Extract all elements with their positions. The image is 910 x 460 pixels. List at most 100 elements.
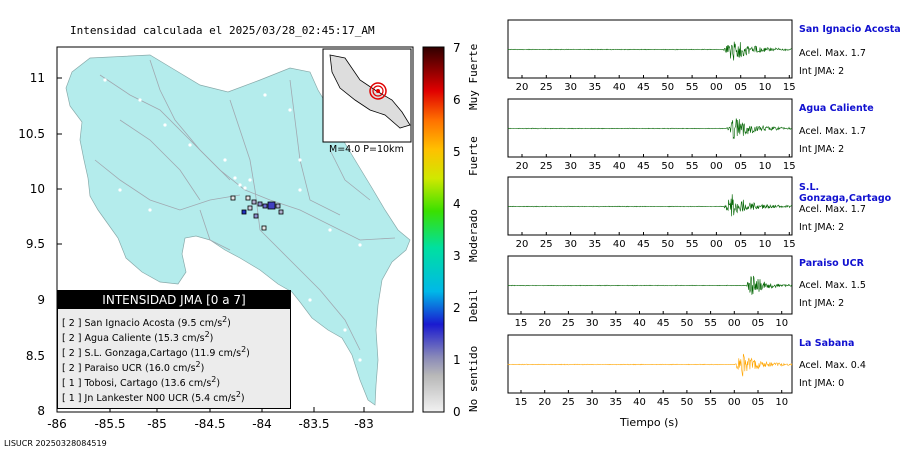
seismogram-panel: 15 20 25 30 35 40 45 50 55 00 05 10: [507, 255, 793, 329]
legend-title: INTENSIDAD JMA [0 a 7]: [58, 291, 290, 309]
time-tick-label: 00: [728, 318, 741, 329]
time-tick-label: 25: [562, 318, 575, 329]
seismogram-panel: 20 25 30 35 40 45 50 55 00 05 10 15: [507, 176, 796, 250]
legend-level: [ 2 ]: [62, 333, 82, 345]
time-tick-label: 40: [613, 82, 626, 93]
station-int: Int JMA: 2: [799, 222, 845, 233]
time-tick-label: 50: [661, 82, 674, 93]
time-tick-label: 30: [586, 397, 599, 408]
time-tick-label: 45: [637, 161, 650, 172]
colorbar-ticks: 0 1 2 3 4 5 6 7: [453, 41, 461, 419]
cb-tick: 7: [453, 41, 461, 55]
time-tick-label: 55: [686, 82, 699, 93]
time-tick-label: 00: [710, 82, 723, 93]
map-x-ticks: -86 -85.5 -85 -84.5 -84 -83.5 -83: [47, 417, 374, 431]
station-acel: Acel. Max. 1.7: [799, 126, 866, 137]
legend-level: [ 2 ]: [62, 318, 82, 330]
seismogram-panel: 15 20 25 30 35 40 45 50 55 00 05 10: [507, 334, 793, 408]
time-tick-label: 05: [752, 397, 765, 408]
legend-sup: 2: [235, 390, 241, 399]
time-tick-label: 20: [538, 318, 551, 329]
time-tick-label: 20: [516, 239, 529, 250]
y-tick-label: 8: [37, 404, 45, 418]
legend-close: ): [240, 393, 245, 405]
station-markers: [230, 195, 284, 231]
time-tick-label: 30: [586, 318, 599, 329]
colorbar-gradient: [422, 46, 445, 413]
time-tick-label: 00: [728, 397, 741, 408]
time-tick-label: 50: [681, 318, 694, 329]
time-tick-label: 00: [710, 161, 723, 172]
cb-category: Muy Fuerte: [467, 44, 480, 110]
time-tick-label: 15: [783, 82, 796, 93]
station-int: Int JMA: 0: [799, 378, 845, 389]
station-name: Agua Caliente: [799, 103, 874, 114]
time-tick-label: 25: [540, 82, 553, 93]
legend-sup: 2: [195, 360, 201, 369]
city-dots: [103, 78, 362, 362]
time-tick-label: 05: [734, 82, 747, 93]
legend-row: [ 2 ] Agua Caliente (15.3 cm/s2): [62, 330, 213, 344]
time-tick-label: 35: [609, 318, 622, 329]
time-tick-label: 55: [704, 397, 717, 408]
time-tick-label: 40: [633, 397, 646, 408]
waveform-line: [507, 118, 793, 140]
inset-magnitude-label: M=4.0 P=10km: [329, 144, 404, 155]
seismogram-panel: 20 25 30 35 40 45 50 55 00 05 10 15: [507, 19, 796, 93]
y-tick-label: 9: [37, 293, 45, 307]
legend-close: ): [227, 318, 231, 330]
colorbar-categories: No sentido Debil Moderado Fuerte Muy Fue…: [467, 44, 480, 412]
legend-level: [ 1 ]: [62, 378, 82, 390]
station-int: Int JMA: 2: [799, 66, 845, 77]
time-tick-label: 05: [734, 239, 747, 250]
legend-text: S.L. Gonzaga,Cartago (11.9 cm/s: [84, 348, 242, 360]
legend-row: [ 2 ] S.L. Gonzaga,Cartago (11.9 cm/s2): [62, 345, 250, 359]
time-tick-label: 10: [775, 318, 788, 329]
legend-row: [ 2 ] Paraiso UCR (16.0 cm/s2): [62, 360, 204, 374]
cb-category: Debil: [467, 289, 480, 322]
time-tick-label: 30: [564, 161, 577, 172]
map-y-ticks: 11 10.5 10 9.5 9 8.5 8: [18, 71, 45, 418]
legend-level: [ 2 ]: [62, 348, 82, 360]
time-tick-label: 10: [775, 397, 788, 408]
station-name: La Sabana: [799, 338, 855, 349]
time-tick-label: 35: [589, 82, 602, 93]
time-tick-label: 15: [783, 161, 796, 172]
legend-row: [ 1 ] Jn Lankester N00 UCR (5.4 cm/s2): [62, 390, 245, 404]
time-tick-label: 05: [752, 318, 765, 329]
x-tick-label: -84.5: [194, 417, 225, 431]
station-name: San Ignacio Acosta: [799, 24, 901, 35]
time-tick-label: 45: [637, 239, 650, 250]
legend-sup: 2: [204, 330, 210, 339]
legend-text: Jn Lankester N00 UCR (5.4 cm/s: [84, 393, 236, 405]
time-tick-label: 10: [759, 161, 772, 172]
time-tick-label: 20: [538, 397, 551, 408]
cb-tick: 0: [453, 405, 461, 419]
station-acel: Acel. Max. 1.7: [799, 204, 866, 215]
time-tick-label: 25: [562, 397, 575, 408]
time-tick-label: 45: [657, 397, 670, 408]
time-tick-label: 30: [564, 82, 577, 93]
map-title: Intensidad calculada el 2025/03/28_02:45…: [70, 24, 375, 37]
y-tick-label: 10.5: [18, 127, 45, 141]
time-tick-label: 40: [613, 161, 626, 172]
waveform-line: [507, 194, 793, 217]
time-tick-label: 45: [637, 82, 650, 93]
legend-close: ): [200, 363, 205, 375]
time-tick-label: 35: [589, 161, 602, 172]
cb-tick: 6: [453, 93, 461, 107]
legend-text: Paraiso UCR (16.0 cm/s: [84, 363, 196, 375]
x-tick-label: -85.5: [94, 417, 125, 431]
x-tick-label: -85: [147, 417, 167, 431]
cb-category: Moderado: [467, 209, 480, 262]
x-tick-label: -84: [252, 417, 272, 431]
time-axis-label: Tiempo (s): [620, 416, 679, 429]
seismogram-panel: 20 25 30 35 40 45 50 55 00 05 10 15: [507, 98, 796, 172]
time-tick-label: 50: [681, 397, 694, 408]
y-tick-label: 11: [30, 71, 45, 85]
x-tick-label: -83.5: [298, 417, 329, 431]
legend-level: [ 2 ]: [62, 363, 82, 375]
legend-text: San Ignacio Acosta (9.5 cm/s: [84, 318, 223, 330]
waveform-line: [507, 353, 793, 377]
